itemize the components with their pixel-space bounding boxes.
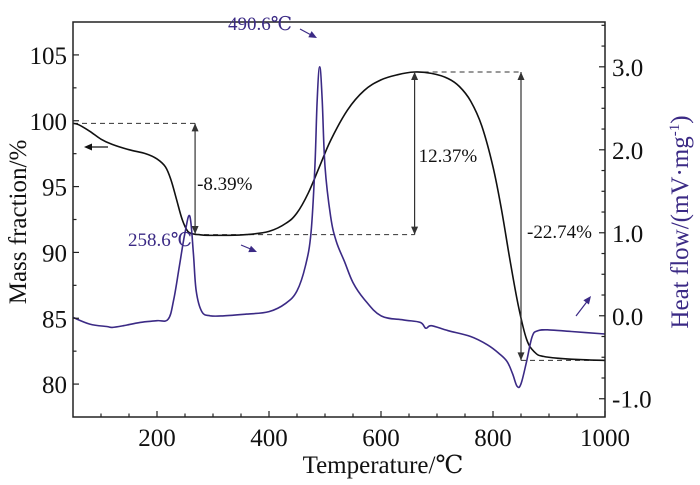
arrow-head xyxy=(411,72,419,81)
x-tick-label: 600 xyxy=(362,425,400,452)
annotation-peak-490: 490.6℃ xyxy=(228,14,292,35)
y-tick-label: 95 xyxy=(42,175,67,202)
y-tick-label: 85 xyxy=(42,306,67,333)
dashed-guides xyxy=(73,71,605,361)
y-axis-title: Mass fraction/% xyxy=(5,140,32,305)
arrow-head xyxy=(191,225,199,234)
arrow-head xyxy=(84,143,92,151)
annotation-mass-loss-2: -22.74% xyxy=(527,222,592,243)
y-tick-label: 80 xyxy=(42,372,67,399)
y2-tick-label: 1.0 xyxy=(612,221,643,248)
y-tick-label: 90 xyxy=(42,240,67,267)
series-layer xyxy=(72,66,606,389)
x-axis: 200 400 600 800 1000 xyxy=(100,411,630,452)
x-tick-label: 1000 xyxy=(580,425,630,452)
y2-tick-label: 0.0 xyxy=(612,304,643,331)
x-tick-label: 800 xyxy=(474,425,512,452)
y2-axis-title-close: ) xyxy=(667,115,694,123)
arrow-head xyxy=(191,123,199,132)
y2-axis-title-main: Heat flow/(mV·mg xyxy=(667,136,694,329)
y2-tick-label: 2.0 xyxy=(612,138,643,165)
annotation-arrows xyxy=(84,28,591,361)
plot-frame xyxy=(72,21,606,418)
arrow-head xyxy=(517,72,525,81)
series-line-mass-fraction xyxy=(72,71,606,362)
arrow-head xyxy=(308,31,317,38)
arrow-head xyxy=(248,245,257,253)
y-tick-label: 105 xyxy=(30,43,68,70)
x-axis-title: Temperature/℃ xyxy=(303,452,464,479)
y2-tick-label: -1.0 xyxy=(612,387,652,414)
arrow-head xyxy=(411,226,419,235)
annotation-mass-loss-1: -8.39% xyxy=(197,174,253,195)
annotation-mass-gain: 12.37% xyxy=(419,146,478,167)
arrow-head xyxy=(583,296,591,305)
arrow-head xyxy=(517,352,525,361)
y2-axis-title: Heat flow/(mV·mg-1) xyxy=(667,115,694,328)
y-axis-right: -1.0 0.0 1.0 2.0 3.0 xyxy=(599,24,652,414)
x-tick-label: 200 xyxy=(138,425,176,452)
y-axis-left: 80 85 90 95 100 105 xyxy=(30,43,79,399)
annotation-peak-258: 258.6℃ xyxy=(128,230,192,251)
x-tick-label: 400 xyxy=(250,425,288,452)
series-line-heat-flow xyxy=(72,66,606,389)
y2-axis-title-sup: -1 xyxy=(667,124,683,137)
y2-tick-label: 3.0 xyxy=(612,55,643,82)
y-tick-label: 100 xyxy=(30,109,68,136)
